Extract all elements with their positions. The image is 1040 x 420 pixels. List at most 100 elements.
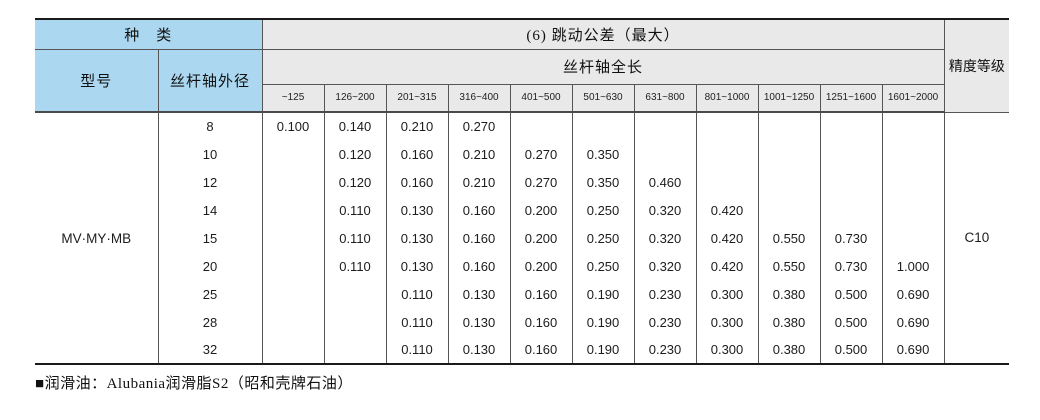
tolerance-value-cell — [323, 336, 387, 365]
tolerance-value-cell: 0.250 — [571, 196, 635, 224]
shaft-diameter-cell: 32 — [157, 336, 263, 365]
tolerance-value-cell: 0.110 — [385, 336, 449, 365]
tolerance-value-cell: 0.160 — [385, 168, 449, 196]
tolerance-value-cell: 0.100 — [261, 112, 325, 140]
tolerance-value-cell: 0.160 — [509, 308, 573, 336]
tolerance-value-cell: 0.500 — [819, 308, 883, 336]
tolerance-value-cell: 0.140 — [323, 112, 387, 140]
tolerance-value-cell: 0.110 — [323, 252, 387, 280]
tolerance-value-cell: 0.190 — [571, 308, 635, 336]
table-body: MV·MY·MB 8 0.100 0.140 0.210 0.270 C10 10 0.120 0… — [35, 112, 1010, 365]
tolerance-value-cell: 0.300 — [695, 336, 759, 365]
tolerance-value-cell — [881, 196, 945, 224]
tolerance-value-cell: 0.160 — [447, 196, 511, 224]
tolerance-value-cell — [819, 196, 883, 224]
tolerance-value-cell: 0.550 — [757, 224, 821, 252]
header-row-length: 型号 丝杆轴外径 丝杆轴全长 — [35, 49, 1009, 113]
tolerance-value-cell: 0.130 — [385, 196, 449, 224]
tolerance-value-cell: 0.300 — [695, 280, 759, 308]
shaft-diameter-cell: 12 — [157, 168, 263, 196]
tolerance-value-cell — [261, 168, 325, 196]
tolerance-value-cell: 0.230 — [633, 308, 697, 336]
length-range-header: 1001~1250 — [757, 84, 821, 113]
tolerance-value-cell: 0.160 — [447, 224, 511, 252]
shaft-diameter-cell: 10 — [157, 140, 263, 168]
tolerance-value-cell: 0.730 — [819, 252, 883, 280]
tolerance-value-cell: 0.350 — [571, 140, 635, 168]
tolerance-value-cell: 0.160 — [509, 280, 573, 308]
table-row: 15 0.110 0.130 0.160 0.200 0.250 0.320 0.420 0.5… — [35, 224, 1009, 252]
tolerance-value-cell: 0.130 — [447, 280, 511, 308]
tolerance-value-cell: 0.250 — [571, 224, 635, 252]
tolerance-value-cell: 0.190 — [571, 280, 635, 308]
tolerance-value-cell — [695, 140, 759, 168]
length-range-header: 801~1000 — [695, 84, 759, 113]
tolerance-value-cell: 0.270 — [509, 140, 573, 168]
tolerance-value-cell — [881, 168, 945, 196]
category-header-cell: 种 类 — [35, 19, 263, 50]
tolerance-value-cell: 0.380 — [757, 308, 821, 336]
accuracy-grade-header-cell: 精度等级 — [943, 19, 1010, 113]
tolerance-value-cell — [881, 112, 945, 140]
tolerance-value-cell: 0.320 — [633, 224, 697, 252]
tolerance-value-cell: 0.460 — [633, 168, 697, 196]
tolerance-value-cell: 0.730 — [819, 224, 883, 252]
length-range-header: 316~400 — [447, 84, 511, 113]
tolerance-value-cell: 0.380 — [757, 336, 821, 365]
tolerance-value-cell: 0.420 — [695, 196, 759, 224]
shaft-diameter-cell: 15 — [157, 224, 263, 252]
tolerance-value-cell: 0.130 — [385, 252, 449, 280]
table-row: MV·MY·MB 8 0.100 0.140 0.210 0.270 C10 — [35, 112, 1010, 365]
tolerance-value-cell — [695, 168, 759, 196]
tolerance-value-cell — [261, 336, 325, 365]
tolerance-value-cell — [757, 112, 821, 140]
tolerance-value-cell — [261, 196, 325, 224]
total-length-header-cell: 丝杆轴全长 — [261, 49, 945, 85]
tolerance-value-cell: 0.190 — [571, 336, 635, 365]
length-range-header: 1251~1600 — [819, 84, 883, 113]
tolerance-value-cell — [261, 140, 325, 168]
tolerance-value-cell: 0.110 — [385, 308, 449, 336]
tolerance-value-cell: 0.230 — [633, 336, 697, 365]
tolerance-value-cell: 0.130 — [447, 336, 511, 365]
bullet-square-icon: ■ — [35, 376, 45, 392]
table-row: 32 0.110 0.130 0.160 0.190 0.230 0.300 0.380 0.5… — [35, 336, 1009, 365]
shaft-diameter-cell: 8 — [157, 112, 263, 140]
tolerance-value-cell — [571, 112, 635, 140]
length-range-header: 501~630 — [571, 84, 635, 113]
tolerance-value-cell: 0.320 — [633, 252, 697, 280]
tolerance-value-cell — [261, 252, 325, 280]
tolerance-value-cell — [819, 140, 883, 168]
tolerance-value-cell: 0.160 — [509, 336, 573, 365]
length-range-header: 401~500 — [509, 84, 573, 113]
tolerance-value-cell — [261, 280, 325, 308]
length-range-header: 631~800 — [633, 84, 697, 113]
tolerance-value-cell — [819, 112, 883, 140]
model-header-cell: 型号 — [35, 49, 158, 113]
tolerance-value-cell: 0.120 — [323, 140, 387, 168]
tolerance-value-cell — [695, 112, 759, 140]
tolerance-value-cell: 0.160 — [447, 252, 511, 280]
tolerance-value-cell: 0.420 — [695, 252, 759, 280]
tolerance-value-cell — [323, 308, 387, 336]
length-range-header: 1601~2000 — [881, 84, 945, 113]
tolerance-value-cell: 0.270 — [447, 112, 511, 140]
shaft-diameter-cell: 20 — [157, 252, 263, 280]
header-row-ranges: ~125 126~200 201~315 316~400 401~500 501~630 6… — [35, 84, 1009, 113]
tolerance-value-cell: 0.350 — [571, 168, 635, 196]
tolerance-value-cell — [881, 140, 945, 168]
tolerance-value-cell: 0.690 — [881, 308, 945, 336]
tolerance-value-cell: 0.230 — [633, 280, 697, 308]
tolerance-value-cell — [633, 140, 697, 168]
tolerance-value-cell: 0.690 — [881, 280, 945, 308]
lubricant-note: ■润滑油：Alubania润滑脂S2（昭和壳牌石油） — [35, 372, 353, 393]
table-row: 20 0.110 0.130 0.160 0.200 0.250 0.320 0.420 0.5… — [35, 252, 1009, 280]
length-range-header: 201~315 — [385, 84, 449, 113]
tolerance-value-cell: 0.110 — [323, 196, 387, 224]
tolerance-value-cell — [509, 112, 573, 140]
table-row: 28 0.110 0.130 0.160 0.190 0.230 0.300 0.380 0.5… — [35, 308, 1009, 336]
tolerance-value-cell: 0.130 — [447, 308, 511, 336]
tolerance-value-cell: 0.110 — [323, 224, 387, 252]
tolerance-value-cell: 0.420 — [695, 224, 759, 252]
